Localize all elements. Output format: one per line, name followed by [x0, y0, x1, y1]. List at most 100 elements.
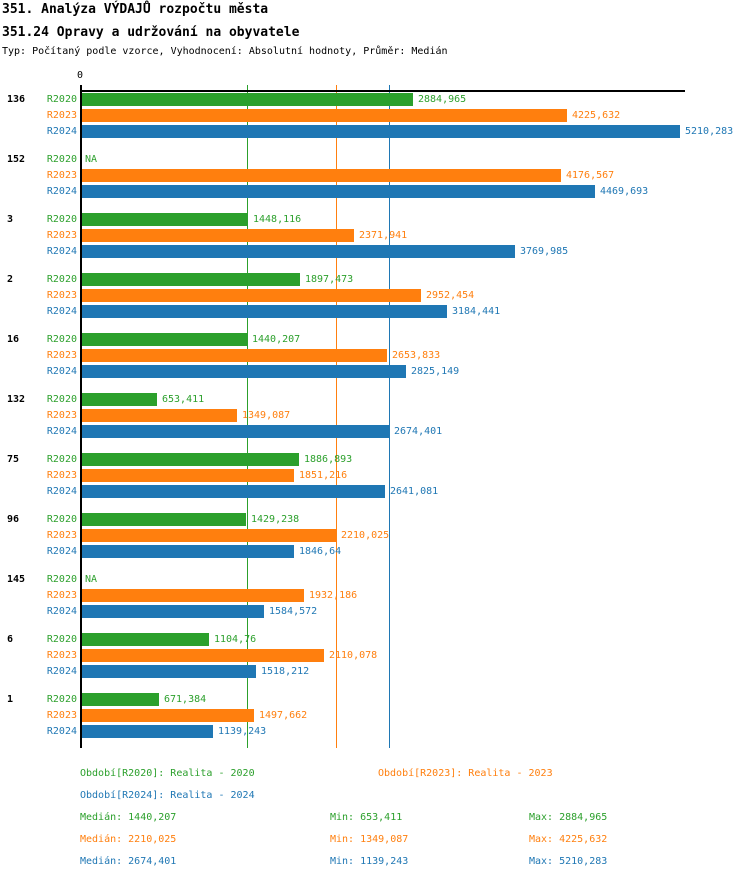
- bar-r2023: [82, 229, 354, 242]
- median-gridline-r2020: [247, 85, 248, 748]
- bar-row-label-r2024: R2024: [46, 486, 77, 497]
- bar-r2024: [82, 605, 264, 618]
- bar-r2024: [82, 725, 213, 738]
- group-label: 145: [7, 574, 26, 585]
- bar-r2024: [82, 365, 406, 378]
- bar-value-label: NA: [85, 574, 98, 585]
- bar-row-label-r2020: R2020: [46, 154, 77, 165]
- bar-row-label-r2024: R2024: [46, 366, 77, 377]
- bar-value-label: 1897,473: [305, 274, 354, 285]
- bar-row-label-r2023: R2023: [46, 470, 77, 481]
- group-label: 2: [7, 274, 14, 285]
- group-label: 16: [7, 334, 20, 345]
- bar-r2020: [82, 393, 157, 406]
- bar-row-label-r2020: R2020: [46, 214, 77, 225]
- bar-value-label: 4176,567: [566, 170, 615, 181]
- bar-r2020: [82, 333, 247, 346]
- bar-r2024: [82, 185, 595, 198]
- bar-value-label: 2674,401: [394, 426, 443, 437]
- bar-r2023: [82, 349, 387, 362]
- bar-row-label-r2020: R2020: [46, 454, 77, 465]
- stat-min-r2024: Min: 1139,243: [330, 856, 409, 867]
- bar-row-label-r2023: R2023: [46, 710, 77, 721]
- bar-value-label: 3769,985: [520, 246, 569, 257]
- bar-row-label-r2023: R2023: [46, 230, 77, 241]
- bar-value-label: 1448,116: [253, 214, 302, 225]
- bar-r2024: [82, 245, 515, 258]
- bar-r2020: [82, 513, 246, 526]
- axis-vertical-line: [80, 85, 82, 748]
- bar-value-label: 1846,64: [299, 546, 342, 557]
- bar-value-label: 4469,693: [600, 186, 649, 197]
- bar-r2020: [82, 213, 248, 226]
- bar-r2023: [82, 589, 304, 602]
- bar-value-label: 2110,078: [329, 650, 378, 661]
- bar-r2020: [82, 273, 300, 286]
- bar-value-label: 1584,572: [269, 606, 318, 617]
- bar-row-label-r2020: R2020: [46, 394, 77, 405]
- group-label: 132: [7, 394, 26, 405]
- bar-row-label-r2023: R2023: [46, 650, 77, 661]
- bar-value-label: 2653,833: [392, 350, 441, 361]
- bar-value-label: 1429,238: [251, 514, 300, 525]
- bar-row-label-r2024: R2024: [46, 726, 77, 737]
- group-label: 136: [7, 94, 26, 105]
- bar-value-label: 2371,941: [359, 230, 408, 241]
- legend-item-r2024: Období[R2024]: Realita - 2024: [80, 790, 255, 801]
- bar-row-label-r2023: R2023: [46, 530, 77, 541]
- bar-row-label-r2024: R2024: [46, 426, 77, 437]
- bar-row-label-r2024: R2024: [46, 666, 77, 677]
- stat-max-r2024: Max: 5210,283: [529, 856, 608, 867]
- median-gridline-r2023: [336, 85, 337, 748]
- group-label: 96: [7, 514, 20, 525]
- bar-value-label: 1886,893: [304, 454, 353, 465]
- bar-row-label-r2020: R2020: [46, 274, 77, 285]
- bar-r2024: [82, 305, 447, 318]
- bar-row-label-r2020: R2020: [46, 574, 77, 585]
- bar-r2024: [82, 545, 294, 558]
- bar-row-label-r2023: R2023: [46, 170, 77, 181]
- bar-row-label-r2024: R2024: [46, 186, 77, 197]
- bar-r2023: [82, 649, 324, 662]
- bar-row-label-r2024: R2024: [46, 606, 77, 617]
- bar-r2023: [82, 169, 561, 182]
- report-parameters-line: Typ: Počítaný podle vzorce, Vyhodnocení:…: [2, 46, 448, 57]
- bar-value-label: 2210,025: [341, 530, 390, 541]
- bar-value-label: 1139,243: [218, 726, 267, 737]
- bar-value-label: 2641,081: [390, 486, 439, 497]
- bar-r2020: [82, 633, 209, 646]
- bar-r2023: [82, 529, 336, 542]
- bar-row-label-r2020: R2020: [46, 514, 77, 525]
- page-subtitle: 351.24 Opravy a udržování na obyvatele: [2, 25, 300, 40]
- legend-item-r2023: Období[R2023]: Realita - 2023: [378, 768, 553, 779]
- bar-value-label: NA: [85, 154, 98, 165]
- bar-r2023: [82, 109, 567, 122]
- bar-value-label: 4225,632: [572, 110, 621, 121]
- median-gridline-r2024: [389, 85, 390, 748]
- bar-r2023: [82, 289, 421, 302]
- bar-row-label-r2023: R2023: [46, 590, 77, 601]
- bar-row-label-r2020: R2020: [46, 634, 77, 645]
- group-label: 152: [7, 154, 26, 165]
- bar-value-label: 3184,441: [452, 306, 501, 317]
- bar-r2024: [82, 425, 389, 438]
- bar-value-label: 2825,149: [411, 366, 460, 377]
- bar-row-label-r2020: R2020: [46, 694, 77, 705]
- bar-value-label: 1440,207: [252, 334, 301, 345]
- bar-r2024: [82, 125, 680, 138]
- stat-median-r2020: Medián: 1440,207: [80, 812, 177, 823]
- bar-r2020: [82, 693, 159, 706]
- group-label: 6: [7, 634, 14, 645]
- bar-value-label: 2952,454: [426, 290, 475, 301]
- bar-value-label: 1104,76: [214, 634, 257, 645]
- stat-median-r2024: Medián: 2674,401: [80, 856, 177, 867]
- stat-max-r2020: Max: 2884,965: [529, 812, 608, 823]
- bar-row-label-r2024: R2024: [46, 306, 77, 317]
- group-label: 3: [7, 214, 14, 225]
- bar-r2024: [82, 485, 385, 498]
- bar-row-label-r2023: R2023: [46, 350, 77, 361]
- bar-value-label: 1497,662: [259, 710, 308, 721]
- bar-value-label: 2884,965: [418, 94, 467, 105]
- bar-value-label: 1932,186: [309, 590, 358, 601]
